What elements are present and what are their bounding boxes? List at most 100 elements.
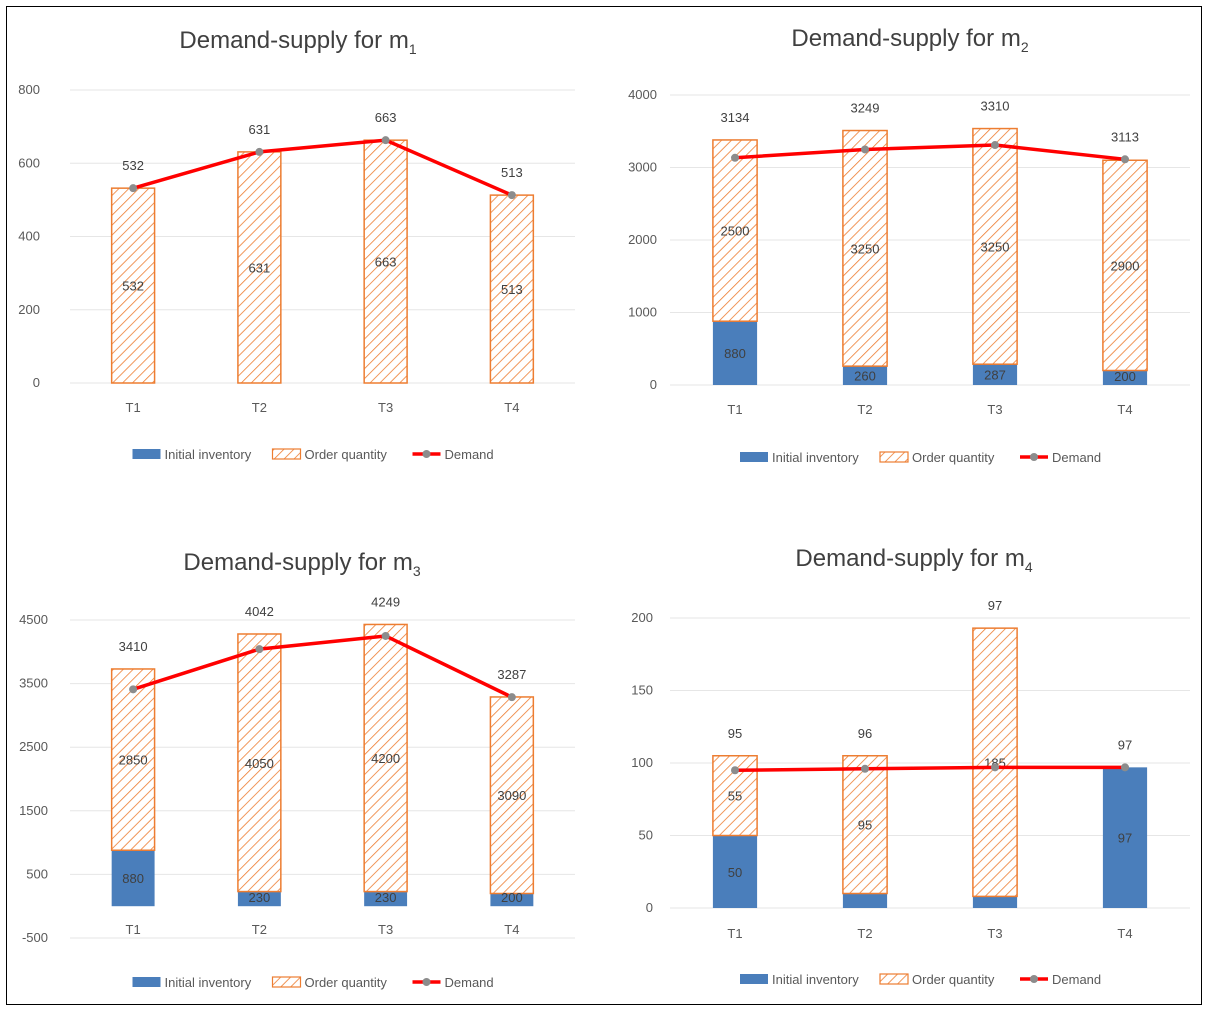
chart-title-subscript: 1	[409, 41, 417, 57]
order-quantity-label: 663	[375, 255, 397, 270]
demand-label: 3113	[1111, 129, 1139, 144]
legend-label: Order quantity	[912, 450, 995, 465]
y-tick-label: 1000	[628, 305, 657, 320]
y-tick-label: 3000	[628, 160, 657, 175]
chart-panel-m3: Demand-supply for m3 -500 500 1500 2500 3500 4…	[19, 549, 575, 990]
legend: Initial inventory Order quantity Demand	[132, 975, 494, 990]
order-quantity-label: 3250	[851, 241, 880, 256]
y-tick-label: 4500	[19, 612, 48, 627]
demand-point	[861, 764, 869, 773]
initial-inventory-label: 50	[728, 865, 742, 880]
y-tick-label: 50	[639, 828, 653, 843]
legend-swatch-initial-inventory	[132, 977, 161, 987]
demand-point	[991, 763, 999, 772]
demand-label: 4042	[245, 604, 274, 619]
demand-label: 663	[375, 110, 397, 125]
bar-initial-inventory	[712, 835, 758, 908]
y-tick-label: 500	[26, 866, 48, 881]
demand-point	[861, 145, 869, 154]
y-tick-label: 0	[33, 375, 40, 390]
x-tick-label: T3	[378, 922, 393, 937]
x-tick-label: T3	[987, 926, 1002, 941]
x-tick-label: T1	[126, 922, 141, 937]
order-quantity-label: 3250	[981, 239, 1010, 254]
bar-initial-inventory	[1102, 767, 1148, 908]
chart-title-subscript: 3	[413, 563, 421, 579]
y-tick-label: 0	[646, 900, 653, 915]
bar-initial-inventory	[1102, 370, 1148, 385]
x-tick-label: T1	[727, 402, 742, 417]
initial-inventory-label: 200	[1114, 369, 1136, 384]
legend-swatch-initial-inventory	[740, 974, 768, 984]
y-tick-label: 600	[18, 155, 40, 170]
order-quantity-label: 2500	[721, 224, 750, 239]
y-tick-label: 150	[631, 683, 653, 698]
demand-point	[1121, 155, 1129, 164]
initial-inventory-label: 97	[1118, 831, 1132, 846]
chart-panel-m4: Demand-supply for m4 0 50 100 150 200 T1 T2 T3 T4…	[631, 545, 1190, 987]
bar-initial-inventory	[842, 893, 888, 908]
demand-label: 513	[501, 165, 523, 180]
legend-label: Demand	[445, 975, 494, 990]
initial-inventory-label: 880	[122, 871, 144, 886]
demand-point	[129, 184, 138, 193]
y-tick-label: 2000	[628, 232, 657, 247]
legend-label: Initial inventory	[165, 447, 252, 462]
bar-order-quantity	[110, 187, 156, 384]
initial-inventory-label: 230	[249, 890, 271, 905]
demand-label: 3134	[721, 110, 750, 125]
x-tick-label: T3	[378, 400, 393, 415]
demand-point	[507, 191, 516, 200]
bar-initial-inventory	[972, 364, 1018, 385]
x-tick-label: T4	[1117, 926, 1132, 941]
order-quantity-label: 2850	[119, 753, 148, 768]
demand-line	[132, 138, 513, 197]
order-quantity-label: 532	[122, 279, 144, 294]
x-tick-label: T4	[1117, 402, 1132, 417]
initial-inventory-label: 260	[854, 369, 876, 384]
legend: Initial inventory Order quantity Demand	[740, 450, 1101, 465]
x-tick-label: T1	[727, 926, 742, 941]
bar-initial-inventory	[490, 893, 534, 907]
demand-point	[507, 693, 516, 702]
legend-swatch-initial-inventory	[740, 452, 768, 462]
bar-initial-inventory	[972, 896, 1018, 908]
bar-order-quantity	[842, 129, 888, 367]
demand-point	[1121, 763, 1129, 772]
bar-order-quantity	[842, 755, 888, 895]
demand-point	[129, 685, 138, 694]
legend: Initial inventory Order quantity Demand	[132, 447, 494, 462]
x-tick-label: T2	[857, 402, 872, 417]
bar-initial-inventory	[842, 366, 888, 385]
y-tick-label: 0	[650, 377, 657, 392]
legend-swatch-order-quantity	[879, 451, 909, 463]
demand-point	[381, 631, 390, 640]
demand-line	[734, 765, 1125, 772]
y-tick-label: 100	[631, 755, 653, 770]
demand-label: 3249	[851, 101, 880, 116]
demand-line	[132, 634, 513, 699]
legend-label: Order quantity	[305, 447, 388, 462]
legend-label: Demand	[445, 447, 494, 462]
legend-label: Demand	[1052, 972, 1101, 987]
chart-panel-m2: Demand-supply for m2 0 1000 2000 3000 4000 T1 T…	[628, 25, 1190, 465]
x-tick-label: T2	[857, 926, 872, 941]
chart-panel-m1: Demand-supply for m1 0 200 400 600 800 T1 T2 T3 T…	[18, 27, 575, 462]
demand-label: 96	[858, 726, 872, 741]
chart-title-text: Demand-supply for m	[791, 25, 1020, 52]
order-quantity-label: 2900	[1111, 258, 1140, 273]
legend-marker-demand	[1030, 453, 1038, 461]
demand-label: 4249	[371, 594, 400, 609]
chart-title: Demand-supply for m1	[179, 27, 416, 57]
x-tick-label: T3	[987, 402, 1002, 417]
y-tick-label: 200	[631, 610, 653, 625]
chart-title: Demand-supply for m4	[795, 545, 1032, 575]
demand-label: 532	[122, 158, 144, 173]
legend-swatch-order-quantity	[271, 976, 302, 988]
bar-initial-inventory	[111, 850, 155, 907]
y-tick-label: 200	[18, 302, 40, 317]
chart-title-text: Demand-supply for m	[183, 549, 412, 576]
y-tick-label: 2500	[19, 739, 48, 754]
chart-title-text: Demand-supply for m	[179, 27, 408, 54]
y-tick-label: -500	[22, 930, 48, 945]
